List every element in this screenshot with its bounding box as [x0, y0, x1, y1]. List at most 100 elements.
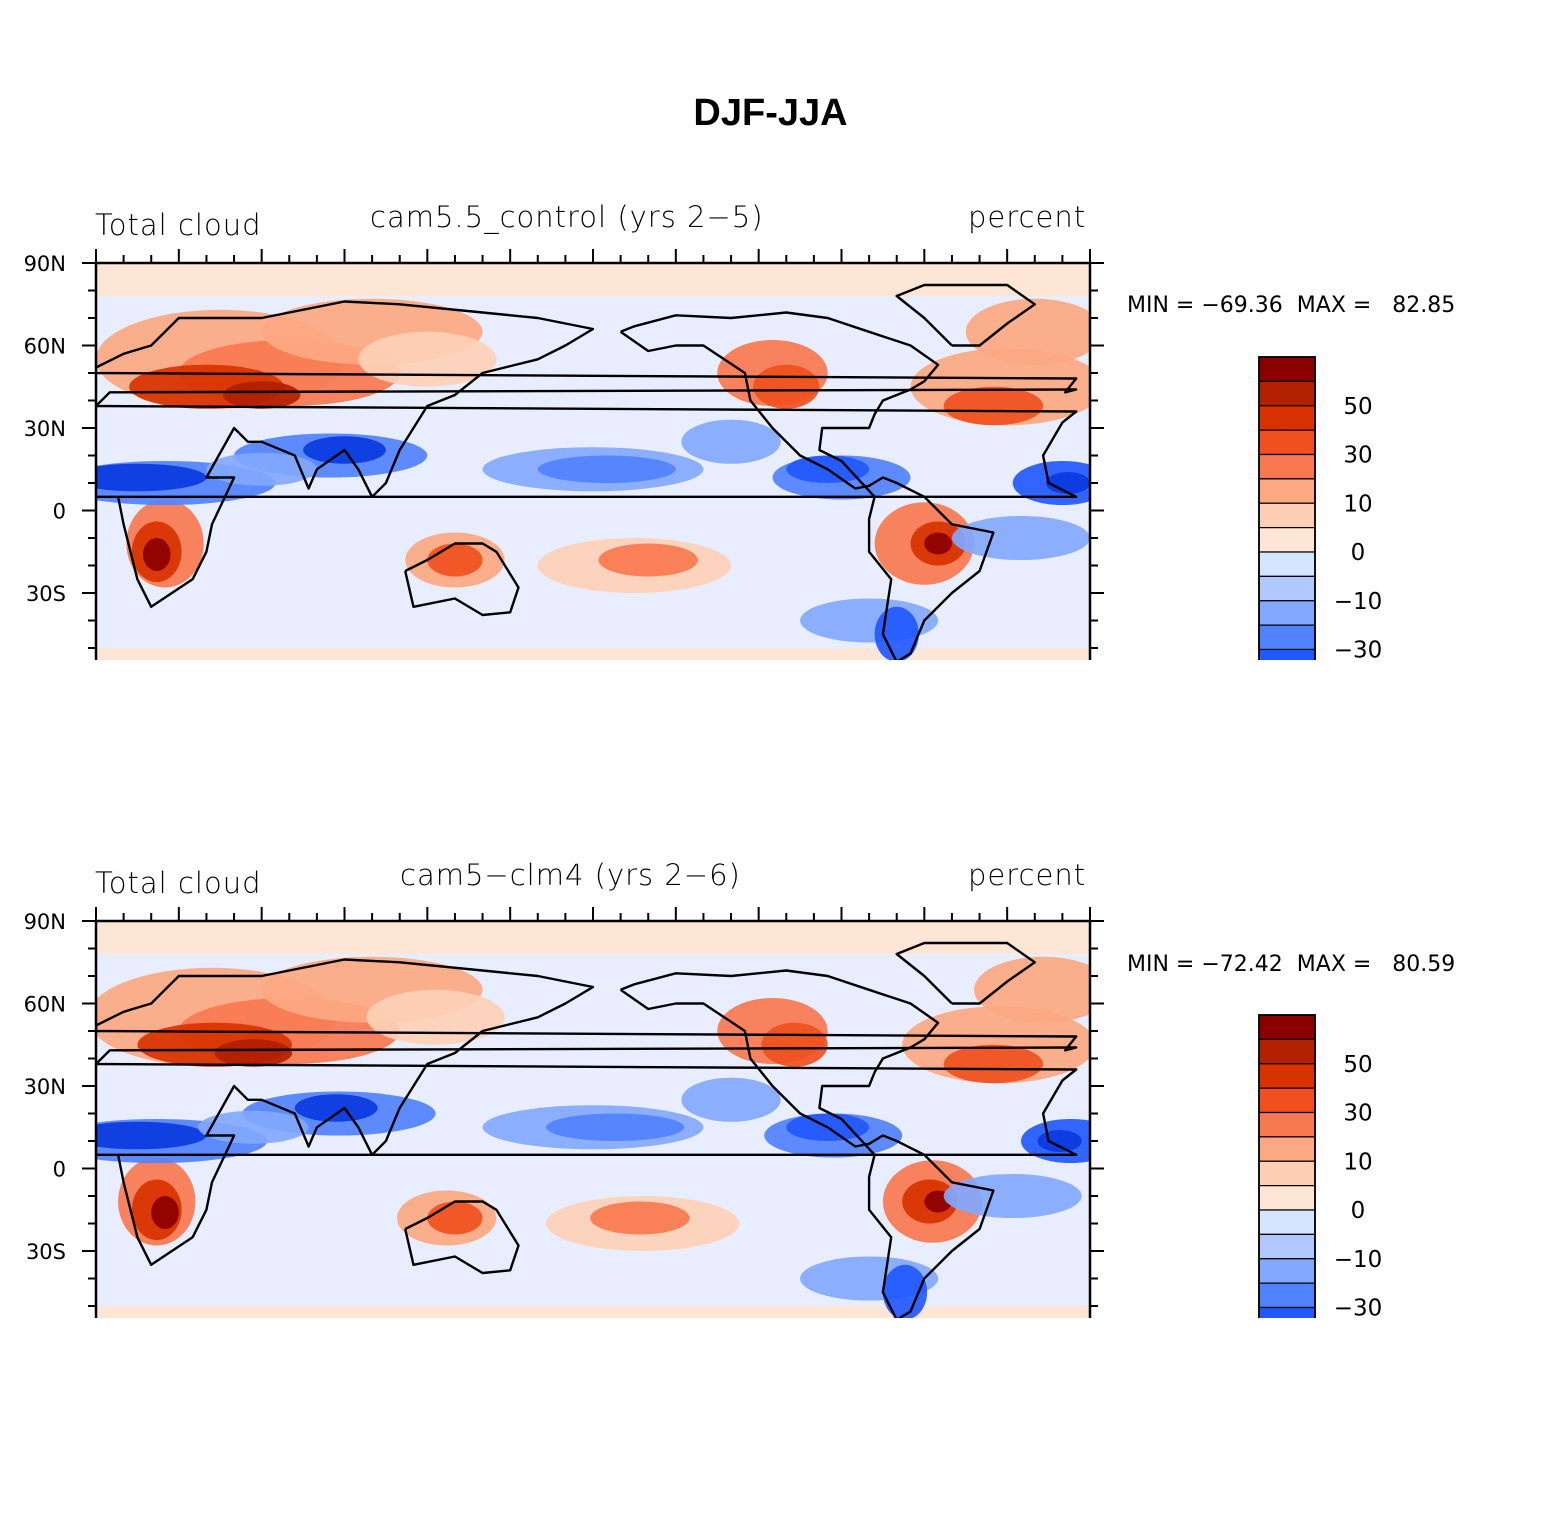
colorbar-swatch	[1258, 648, 1316, 660]
colorbar-swatch	[1258, 380, 1316, 407]
lat-tick-label: 0	[53, 500, 66, 524]
coastline	[96, 300, 1078, 608]
colorbar-swatch	[1258, 1233, 1316, 1260]
field-contour	[142, 538, 171, 571]
colorbar-swatch	[1258, 429, 1316, 456]
coastline	[619, 311, 995, 660]
panel-center-label: cam5.5_control (yrs 2−5)	[370, 200, 764, 234]
field-contour	[924, 532, 952, 555]
field-band	[96, 921, 1090, 954]
colorbar-swatch	[1258, 1306, 1316, 1318]
panel-center-label: cam5−clm4 (yrs 2−6)	[400, 858, 741, 892]
contour-field	[96, 263, 1090, 660]
colorbar-label: 50	[1343, 1052, 1372, 1078]
map-plot: 90N60N30N030S60S90S030E60E90E120E150E180…	[24, 249, 1383, 661]
coastline	[895, 283, 1036, 347]
colorbar-swatch	[1258, 1282, 1316, 1309]
field-contour	[681, 1077, 781, 1122]
coastline	[404, 1200, 520, 1275]
colorbar-label: 0	[1351, 1198, 1366, 1224]
field-contour	[294, 1094, 378, 1122]
map-panel-1: Total cloud cam5.5_control (yrs 2−5) per…	[0, 0, 1541, 660]
panel-left-label: Total cloud	[95, 866, 262, 900]
map-plot: 90N60N30N030S60S90S030E60E90E120E150E180…	[24, 907, 1383, 1319]
colorbar-label: 30	[1343, 1101, 1372, 1127]
panel-units-label: percent	[968, 858, 1087, 892]
colorbar-swatch	[1258, 356, 1316, 382]
min-max-readout: MIN = −72.42 MAX = 80.59	[1127, 952, 1456, 977]
min-value: −72.42	[1201, 952, 1283, 977]
min-label: MIN	[1127, 952, 1169, 977]
ticks	[82, 907, 1104, 1307]
field-contour	[1045, 472, 1090, 494]
lat-tick-label: 30S	[26, 1240, 66, 1264]
max-label: MAX	[1296, 952, 1346, 977]
field-contour	[546, 1113, 685, 1141]
colorbar-label: −10	[1334, 1247, 1383, 1273]
colorbar-swatch	[1258, 1136, 1316, 1162]
colorbar-swatch	[1258, 478, 1316, 504]
colorbar-frame	[1258, 356, 1316, 660]
lat-tick-label: 60N	[24, 993, 66, 1017]
field-contour	[151, 1196, 179, 1229]
field-contour	[882, 1264, 928, 1318]
lat-tick-label: 60N	[24, 335, 66, 359]
field-contour	[681, 419, 781, 464]
min-value: −69.36	[1201, 293, 1283, 318]
colorbar-label: 10	[1343, 491, 1372, 517]
colorbar-swatch	[1258, 1160, 1316, 1187]
colorbar-swatch	[1258, 1063, 1316, 1089]
coastline	[96, 958, 1078, 1266]
field-contour	[590, 1201, 690, 1235]
ticks	[82, 249, 1104, 649]
colorbar-label: 0	[1351, 540, 1366, 566]
coastlines	[96, 283, 1078, 660]
field-contour	[96, 1121, 207, 1150]
lat-tick-label: 30N	[24, 1075, 66, 1099]
field-contour	[753, 364, 820, 409]
colorbar-swatch	[1258, 1111, 1316, 1138]
coastline	[619, 969, 995, 1318]
colorbar-swatch	[1258, 527, 1316, 553]
field-contour	[96, 463, 207, 492]
colorbar-swatch	[1258, 624, 1316, 651]
colorbar-swatch	[1258, 1185, 1316, 1211]
colorbar-swatch	[1258, 1038, 1316, 1065]
field-contour	[1037, 1130, 1082, 1152]
lat-tick-label: 30N	[24, 417, 66, 441]
map-panel-2: Total cloud cam5−clm4 (yrs 2−6) percent …	[0, 658, 1541, 1318]
colorbar-swatch	[1258, 405, 1316, 431]
colorbar-swatch	[1258, 453, 1316, 480]
lat-tick-label: 30S	[26, 582, 66, 606]
field-contour	[943, 386, 1044, 426]
colorbar-swatch	[1258, 502, 1316, 529]
colorbar-frame	[1258, 1014, 1316, 1318]
lat-tick-label: 90N	[24, 910, 66, 934]
lat-tick-label: 0	[53, 1158, 66, 1182]
coastline	[404, 542, 520, 617]
field-contour	[761, 1022, 828, 1067]
colorbar-swatch	[1258, 551, 1316, 577]
colorbar-swatch	[1258, 600, 1316, 626]
field-band	[96, 648, 1090, 660]
field-contour	[214, 1039, 293, 1067]
colorbar-swatch	[1258, 1209, 1316, 1235]
max-value: 80.59	[1392, 952, 1456, 977]
field-contour	[366, 989, 505, 1045]
contour-field	[96, 921, 1090, 1318]
colorbar-swatch	[1258, 575, 1316, 602]
colorbar-label: 30	[1343, 443, 1372, 469]
figure-title: DJF-JJA	[693, 92, 848, 134]
colorbar-label: −30	[1334, 638, 1383, 661]
max-label: MAX	[1296, 293, 1346, 318]
colorbar-label: −10	[1334, 589, 1383, 615]
field-band	[96, 1306, 1090, 1318]
panel-units-label: percent	[968, 200, 1087, 234]
field-contour	[537, 455, 676, 483]
colorbar-label: 50	[1343, 394, 1372, 420]
colorbar-label: −30	[1334, 1296, 1383, 1319]
field-contour	[427, 1201, 483, 1235]
field-contour	[598, 543, 698, 577]
field-contour	[943, 1174, 1082, 1218]
